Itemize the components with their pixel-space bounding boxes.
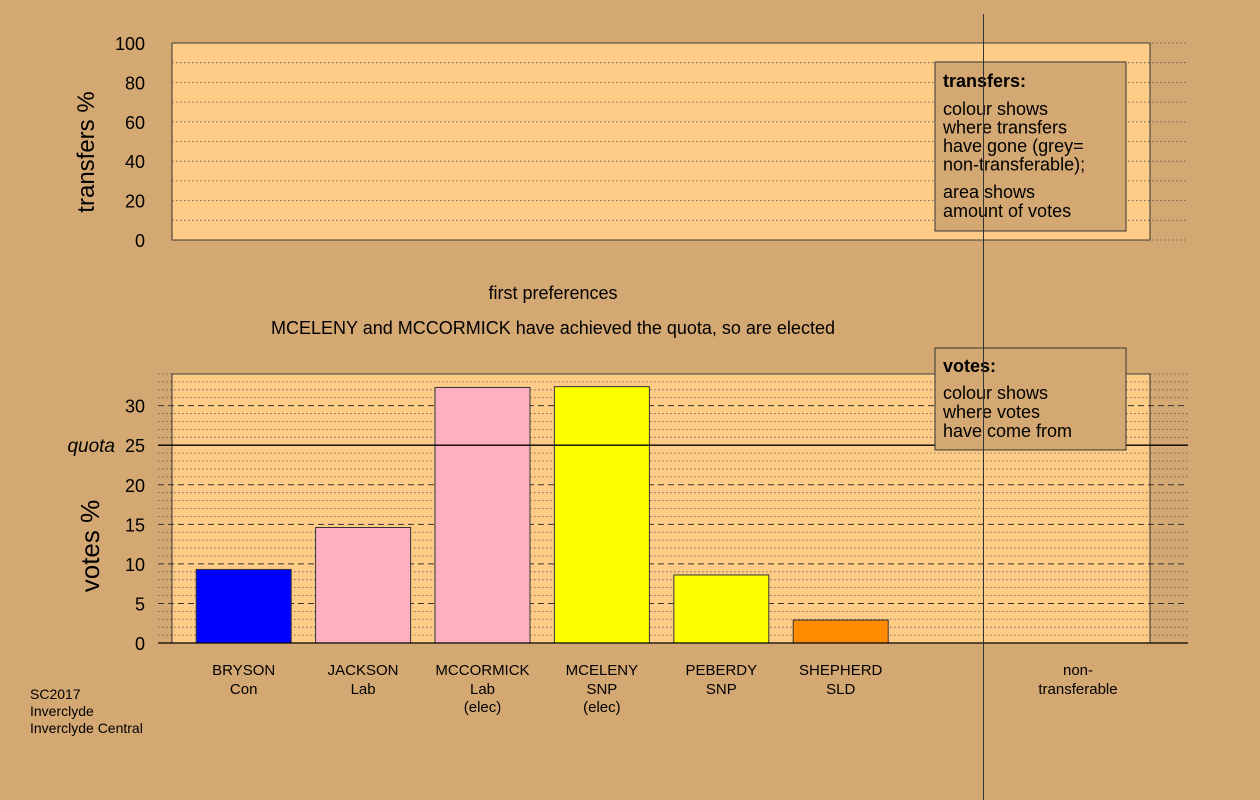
footer-line-2: Inverclyde — [30, 703, 94, 719]
x-tick-label-party: Lab — [351, 681, 376, 698]
votes-legend-title: votes: — [943, 356, 996, 376]
x-tick-label-name: SHEPHERD — [799, 662, 883, 679]
quota-label: quota — [67, 436, 115, 457]
transfers-y-tick-label: 60 — [125, 113, 145, 133]
x-tick-label-party: Con — [230, 681, 258, 698]
bar-mccormick — [434, 386, 531, 644]
x-tick-label-name: MCELENY — [566, 662, 639, 679]
footer-line-3: Inverclyde Central — [30, 720, 143, 736]
footer-line-1: SC2017 — [30, 686, 81, 702]
votes-legend-line: have come from — [943, 421, 1072, 441]
votes-legend-line: colour shows — [943, 383, 1048, 403]
transfers-y-tick-label: 20 — [125, 192, 145, 212]
transfers-y-axis-label: transfers % — [73, 91, 100, 212]
transfers-legend-line: area shows — [943, 182, 1035, 202]
bar-mceleny — [553, 386, 650, 644]
x-tick-label-party: SLD — [826, 681, 855, 698]
transfers-legend-box — [934, 61, 1127, 232]
votes-y-tick-label: 10 — [125, 555, 145, 575]
transfers-legend-title: transfers: — [943, 71, 1026, 91]
votes-legend-line: where votes — [942, 402, 1040, 422]
votes-y-axis-label: votes % — [75, 500, 105, 593]
bar-jackson — [315, 526, 412, 644]
x-tick-label-party: SNP — [706, 681, 737, 698]
x-tick-label-party: Lab — [470, 681, 495, 698]
transfers-legend-line: amount of votes — [943, 201, 1071, 221]
bar-peberdy — [673, 574, 770, 644]
bar-bryson — [195, 568, 292, 644]
footer: SC2017 Inverclyde Inverclyde Central — [30, 686, 143, 736]
votes-y-tick-label: 25 — [125, 436, 145, 456]
votes-panel: 0 5 10 15 20 25 30 votes % BRYSON Con JACKSON Lab MC… — [67, 347, 1188, 716]
nontransferable-label: transferable — [1038, 681, 1117, 698]
transfers-y-tick-label: 40 — [125, 152, 145, 172]
votes-y-tick-label: 0 — [135, 634, 145, 654]
x-tick-label-name: PEBERDY — [685, 662, 757, 679]
votes-y-tick-label: 20 — [125, 476, 145, 496]
transfers-legend-line: non-transferable); — [943, 155, 1085, 175]
x-tick-label-name: BRYSON — [212, 662, 275, 679]
transfers-legend-line: where transfers — [942, 118, 1067, 138]
transfers-panel: 0 20 40 60 80 100 transfers % transfers: colour … — [73, 34, 1188, 251]
votes-legend-box — [934, 347, 1127, 451]
x-tick-label-note: (elec) — [583, 699, 621, 716]
votes-y-tick-label: 15 — [125, 515, 145, 535]
transfers-legend-line: colour shows — [943, 99, 1048, 119]
x-tick-label-name: MCCORMICK — [435, 662, 529, 679]
x-tick-label-name: JACKSON — [328, 662, 399, 679]
transfers-y-tick-label: 80 — [125, 73, 145, 93]
bar-shepherd — [792, 619, 889, 644]
nontransferable-label: non- — [1063, 662, 1093, 679]
transfers-y-tick-label: 100 — [115, 34, 145, 54]
transfers-y-tick-label: 0 — [135, 231, 145, 251]
transfers-legend-line: have gone (grey= — [943, 136, 1084, 156]
x-tick-label-note: (elec) — [464, 699, 502, 716]
chart-title: first preferences — [488, 283, 617, 303]
chart-subtitle: MCELENY and MCCORMICK have achieved the … — [271, 318, 835, 338]
votes-y-tick-label: 5 — [135, 594, 145, 614]
votes-y-tick-label: 30 — [125, 397, 145, 417]
x-tick-label-party: SNP — [586, 681, 617, 698]
